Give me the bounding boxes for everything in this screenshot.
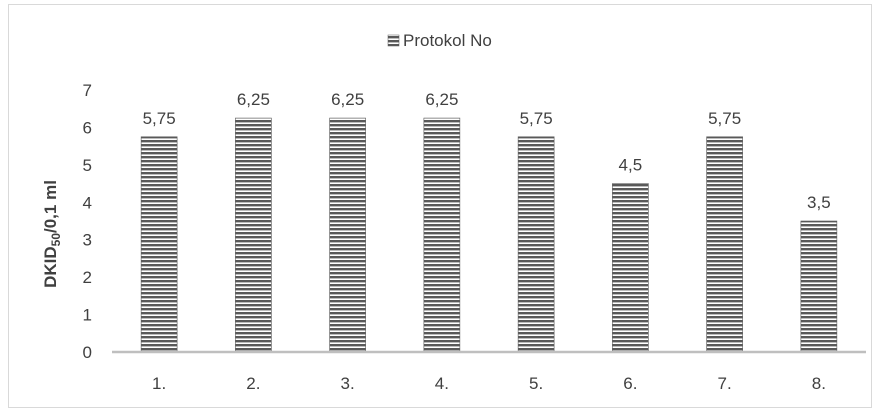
y-tick-label: 6: [83, 118, 92, 137]
bar: [706, 136, 743, 353]
legend-label: Protokol No: [403, 31, 492, 50]
y-axis-title: DKID50/0,1 ml: [41, 180, 63, 288]
bar: [235, 117, 272, 353]
data-label: 4,5: [619, 156, 643, 175]
y-axis-title-subscript: 50: [49, 233, 63, 247]
x-category-label: 3.: [341, 374, 355, 393]
data-label: 6,25: [331, 90, 364, 109]
y-tick-label: 0: [83, 343, 92, 362]
x-category-label: 5.: [529, 374, 543, 393]
y-tick-label: 1: [83, 306, 92, 325]
data-labels: 5,75 6,25 6,25 6,25 5,75 4,5 5,75 3,5: [143, 90, 831, 212]
y-axis-title-main: DKID: [41, 246, 60, 288]
x-category-label: 1.: [152, 374, 166, 393]
bar: [140, 136, 178, 353]
data-label: 6,25: [237, 90, 270, 109]
legend-swatch: [387, 34, 400, 47]
y-tick-label: 4: [83, 193, 92, 212]
data-label: 5,75: [143, 109, 176, 128]
bars: [140, 117, 838, 353]
legend: Protokol No: [387, 31, 492, 50]
y-tick-label: 7: [83, 81, 92, 100]
x-category-label: 2.: [246, 374, 260, 393]
data-label: 6,25: [425, 90, 458, 109]
bar: [329, 117, 366, 353]
y-tick-label: 5: [83, 156, 92, 175]
x-category-label: 4.: [435, 374, 449, 393]
bar: [517, 136, 555, 353]
bar: [800, 220, 838, 353]
x-category-label: 7.: [718, 374, 732, 393]
bar: [612, 183, 649, 353]
data-label: 3,5: [807, 193, 831, 212]
y-axis-ticks: 0 1 2 3 4 5 6 7: [83, 81, 92, 362]
y-axis-title-rest: /0,1 ml: [41, 180, 60, 233]
x-category-label: 6.: [623, 374, 637, 393]
data-label: 5,75: [520, 109, 553, 128]
x-axis-categories: 1. 2. 3. 4. 5. 6. 7. 8.: [152, 374, 826, 393]
data-label: 5,75: [708, 109, 741, 128]
y-tick-label: 2: [83, 268, 92, 287]
bar: [423, 117, 461, 353]
y-tick-label: 3: [83, 231, 92, 250]
x-category-label: 8.: [812, 374, 826, 393]
